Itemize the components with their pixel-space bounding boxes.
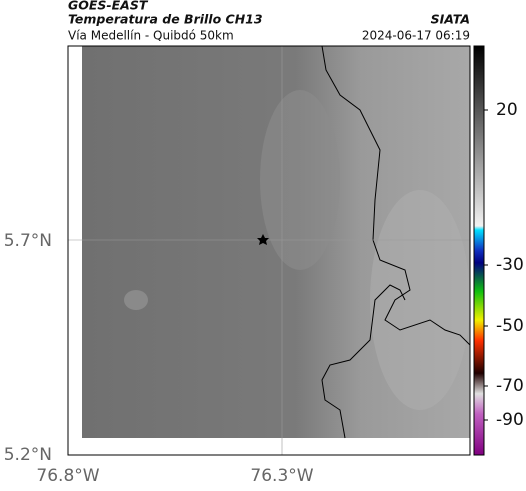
location-marker [257,234,269,245]
header-title: GOES-EAST [68,0,149,13]
lon-label: 76.3°W [250,466,313,486]
map-frame [67,45,471,456]
cloud-texture [260,90,340,270]
colorbar [473,45,485,456]
header-product: Temperatura de Brillo CH13 [68,12,263,27]
colorbar-tick-label: -30 [496,255,524,275]
header-subtitle: Vía Medellín - Quibdó 50km [68,29,234,43]
lat-label: 5.7°N [4,231,52,251]
colorbar-tick-label: -70 [496,376,524,396]
colorbar-tick-label: 20 [496,100,518,120]
header-timestamp: 2024-06-17 06:19 [362,29,470,43]
colorbar-tick-label: -90 [496,410,524,430]
lat-label: 5.2°N [4,445,52,465]
border-line [321,45,471,346]
colorbar-tick-label: -50 [496,316,524,336]
cloud-texture [370,190,470,410]
cloud-texture [124,290,148,310]
border-line [321,284,406,439]
header-source: SIATA [431,12,470,27]
lon-label: 76.8°W [36,466,99,486]
